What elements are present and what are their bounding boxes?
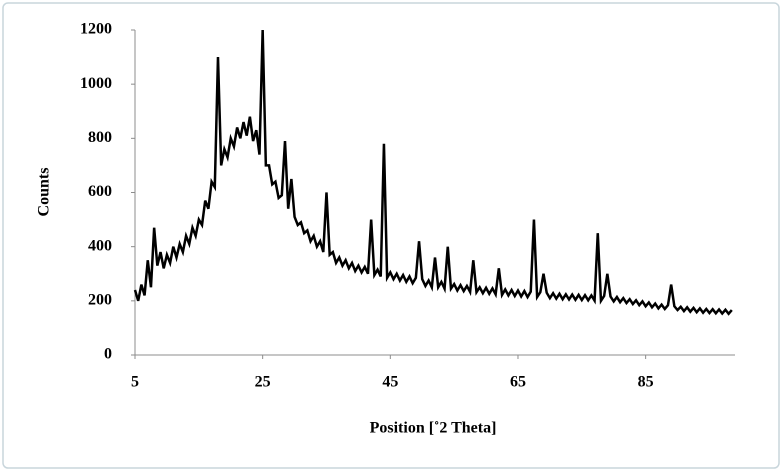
y-tick-label: 600 — [88, 183, 112, 200]
y-tick-label: 800 — [88, 129, 112, 146]
y-tick-label: 200 — [88, 292, 112, 309]
y-axis-title: Counts — [36, 168, 53, 217]
y-tick-label: 0 — [104, 346, 112, 363]
x-tick-label: 5 — [131, 374, 139, 391]
y-tick-label: 400 — [88, 237, 112, 254]
x-tick-label: 85 — [638, 374, 654, 391]
y-tick-label: 1000 — [80, 75, 112, 92]
x-tick-label: 65 — [510, 374, 526, 391]
x-tick-label: 45 — [382, 374, 398, 391]
x-axis-title: Position [˚2 Theta] — [370, 420, 497, 437]
x-tick-label: 25 — [255, 374, 271, 391]
y-tick-label: 1200 — [80, 21, 112, 38]
data-line — [133, 29, 733, 316]
